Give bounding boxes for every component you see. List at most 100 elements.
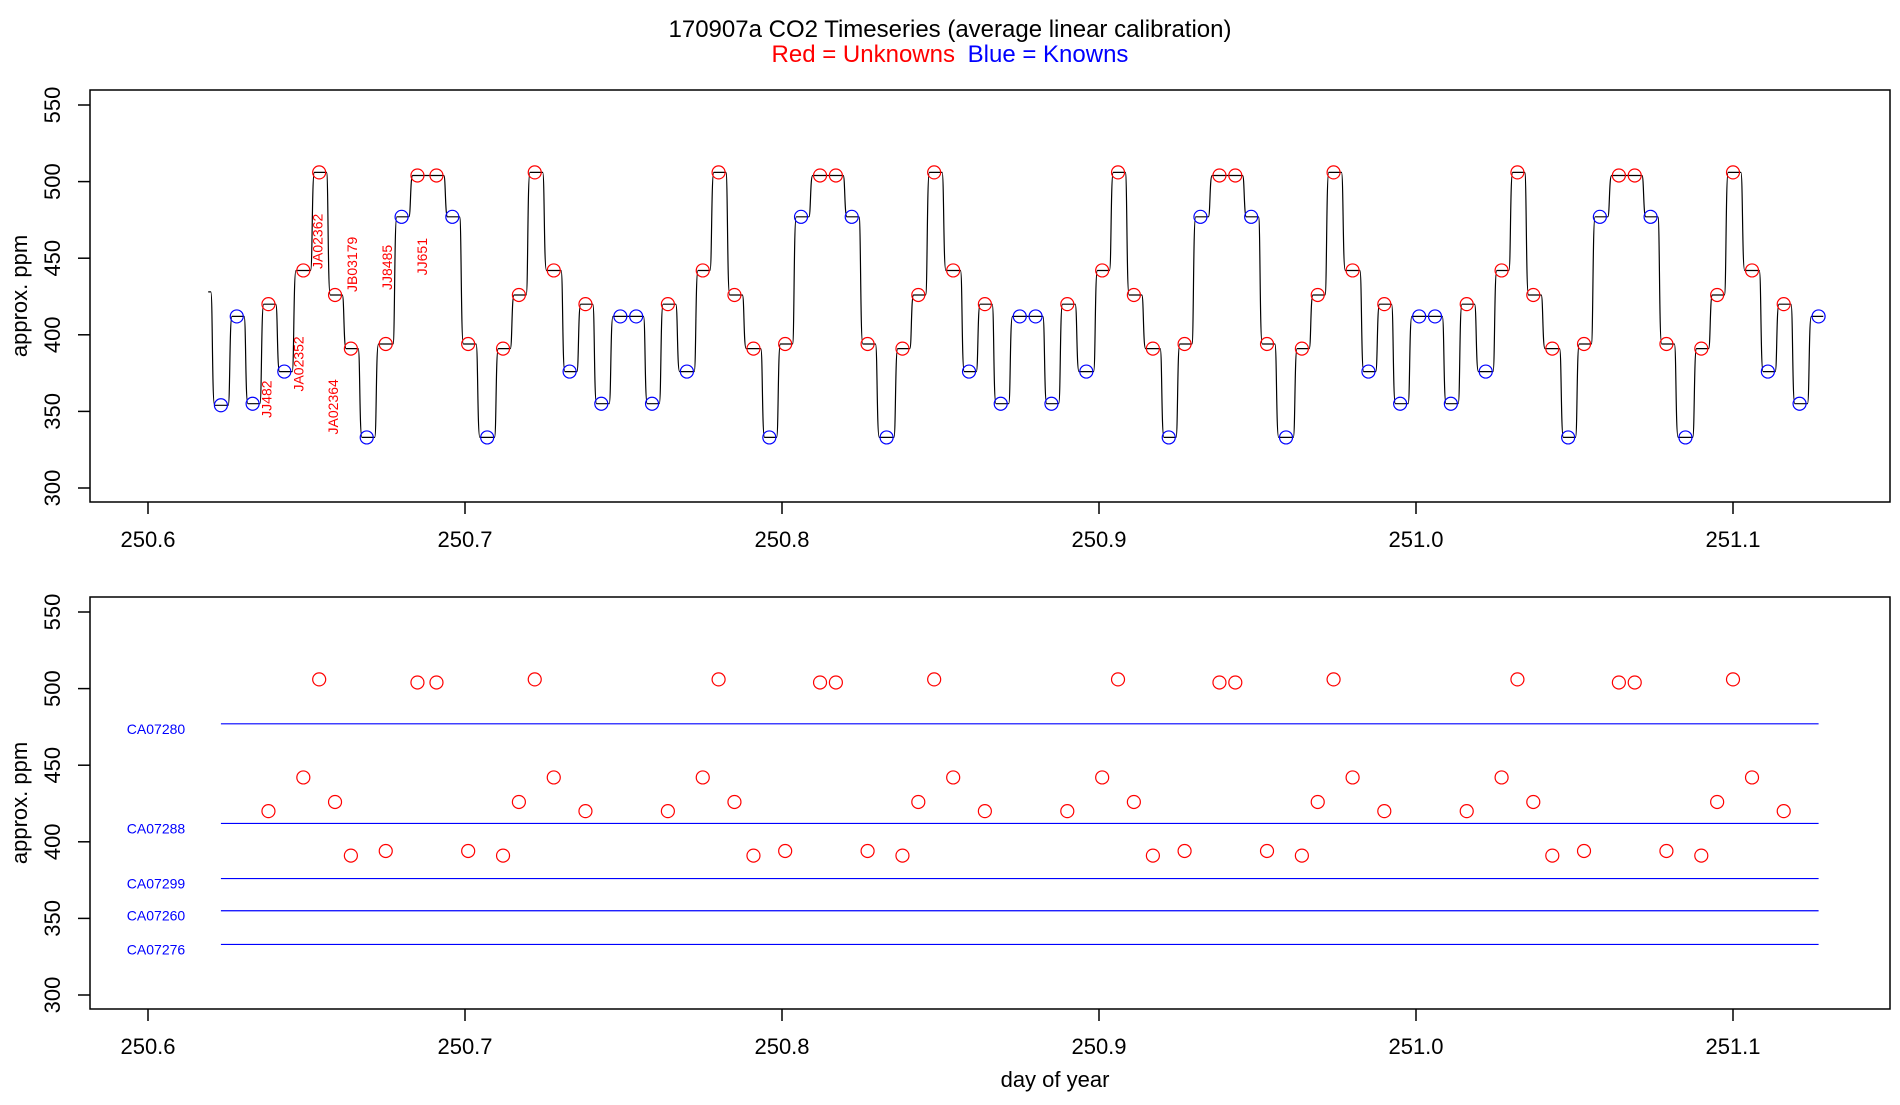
top-known-point (844, 209, 859, 224)
bottom-unknown-point (296, 770, 311, 785)
top-unknown-point (1212, 168, 1227, 183)
bottom-unknown-point (343, 848, 358, 863)
reference-line-label: CA07280 (127, 721, 186, 737)
top-unknown-point (1694, 341, 1709, 356)
top-known-point (1193, 209, 1208, 224)
bottom-unknown-point (695, 770, 710, 785)
top-unknown-point (1060, 297, 1075, 312)
top-unknown-point (946, 263, 961, 278)
bottom-unknown-point (461, 843, 476, 859)
top-known-point (1443, 396, 1458, 411)
bottom-unknown-point (1145, 848, 1160, 863)
bottom-unknown-point (1294, 848, 1309, 863)
bottom-unknown-point (1310, 794, 1325, 810)
bottom-unknown-point (1694, 848, 1709, 863)
bottom-unknown-point (378, 843, 393, 859)
bottom-unknown-point (746, 848, 761, 863)
top-unknown-point (977, 297, 992, 312)
bottom-unknown-point (1326, 672, 1341, 687)
bottom-unknown-point (1494, 770, 1509, 785)
legend-line: Red = Unknowns Blue = Knowns (772, 41, 1129, 68)
legend-knowns: Blue = Knowns (968, 41, 1129, 68)
top-unknown-point (527, 165, 542, 180)
top-known-point (644, 396, 660, 411)
top-unknown-point (1494, 263, 1509, 278)
top-known-point (213, 398, 229, 413)
bottom-x-tick-label: 250.6 (120, 1034, 175, 1059)
bottom-unknown-point (812, 675, 828, 690)
bottom-unknown-point (429, 675, 444, 690)
top-known-point (1244, 209, 1259, 224)
top-x-tick-label: 250.9 (1071, 527, 1126, 552)
top-unknown-point (1744, 263, 1760, 278)
top-unknown-point (1177, 336, 1192, 352)
reference-line-label: CA07299 (127, 876, 186, 892)
top-y-axis-title: approx. ppm (7, 235, 32, 357)
top-unknown-point (1510, 165, 1525, 180)
bottom-y-tick-label: 500 (40, 670, 65, 707)
top-x-tick-label: 251.0 (1388, 527, 1443, 552)
bottom-unknown-point (1576, 843, 1592, 859)
top-known-point (1079, 364, 1094, 379)
top-known-point (1161, 430, 1176, 445)
sample-label: JA02364 (325, 379, 341, 434)
bottom-unknown-point (828, 675, 843, 690)
top-known-point (613, 309, 628, 324)
bottom-y-axis-title: approx. ppm (7, 742, 32, 864)
bottom-unknown-point (778, 843, 793, 859)
bottom-plot-frame (89, 596, 1891, 1010)
bottom-y-tick-label: 300 (40, 977, 65, 1014)
bottom-unknown-point (1259, 843, 1275, 859)
bottom-unknown-point (511, 794, 526, 810)
top-x-tick-label: 250.6 (120, 527, 175, 552)
top-unknown-point (812, 168, 828, 183)
top-unknown-point (343, 341, 358, 356)
top-known-point (961, 364, 977, 379)
bottom-unknown-point (1095, 770, 1110, 785)
top-known-point (394, 209, 409, 224)
bottom-unknown-point (1611, 675, 1626, 690)
top-unknown-point (1228, 168, 1243, 183)
top-known-point (679, 364, 695, 379)
top-known-point (229, 309, 244, 324)
top-unknown-point (1725, 165, 1741, 180)
top-unknown-point (1310, 287, 1325, 303)
bottom-unknown-point (1212, 675, 1227, 690)
top-unknown-point (927, 165, 942, 180)
top-known-point (1361, 364, 1376, 379)
top-unknown-point (1259, 336, 1275, 352)
top-y-tick-label: 400 (40, 316, 65, 353)
top-known-point (480, 430, 495, 445)
sample-label: JA02362 (309, 214, 325, 269)
top-known-point (1012, 309, 1027, 324)
bottom-unknown-point (312, 672, 327, 687)
sample-label: JJ8485 (379, 245, 395, 290)
top-unknown-point (1776, 297, 1791, 312)
bottom-unknown-point (1110, 672, 1126, 687)
bottom-x-tick-label: 250.9 (1071, 1034, 1126, 1059)
bottom-unknown-point (977, 804, 992, 819)
top-y-tick-label: 450 (40, 240, 65, 277)
top-known-point (1811, 309, 1826, 324)
top-known-point (594, 396, 609, 411)
top-known-point (762, 430, 777, 445)
top-panel: 250.6 250.7 250.8 250.9 251.0 251.1 300 350 400 4… (7, 87, 1891, 552)
top-known-point (1760, 364, 1775, 379)
bottom-unknown-point (946, 770, 961, 785)
top-unknown-point (828, 168, 843, 183)
bottom-x-tick-label: 250.8 (754, 1034, 809, 1059)
bottom-y-tick-label: 550 (40, 594, 65, 631)
top-unknown-point (1526, 287, 1541, 303)
reference-line-label: CA07276 (127, 941, 186, 957)
bottom-unknown-point (261, 804, 276, 819)
bottom-unknown-point (927, 672, 942, 687)
bottom-x-tick-label: 251.1 (1705, 1034, 1760, 1059)
bottom-unknown-point (495, 848, 511, 863)
chart-title: 170907a CO2 Timeseries (average linear c… (669, 16, 1232, 43)
top-known-point (1412, 309, 1427, 324)
top-y-tick-label: 350 (40, 393, 65, 430)
bottom-unknown-point (578, 804, 593, 819)
bottom-unknown-point (860, 843, 875, 859)
top-unknown-point (1294, 341, 1309, 356)
